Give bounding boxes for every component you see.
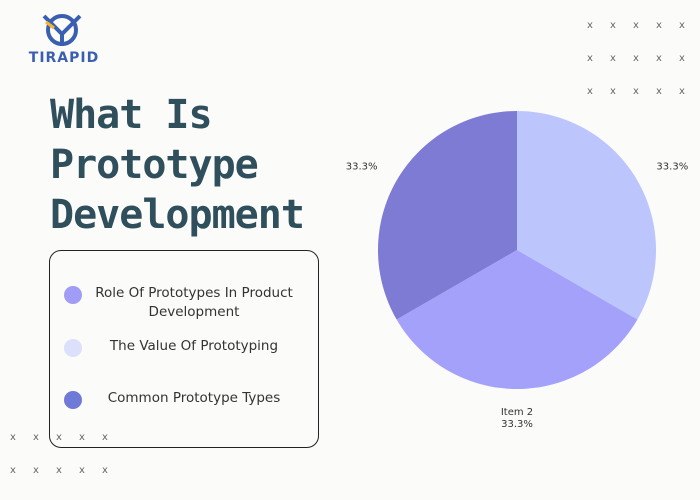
- legend-dot: [64, 286, 82, 304]
- title-line: Development: [50, 192, 305, 238]
- x-mark: x: [10, 432, 16, 443]
- pie-slice-name: Item 2: [501, 407, 533, 418]
- page-title: What Is Prototype Development: [50, 90, 305, 240]
- x-mark: x: [102, 465, 108, 476]
- x-mark: x: [679, 53, 685, 64]
- legend-label: The Value Of Prototyping: [109, 338, 279, 354]
- x-mark: x: [33, 465, 39, 476]
- legend-dot: [64, 339, 82, 357]
- x-mark: x: [679, 86, 685, 97]
- logo-mark-icon: [42, 14, 82, 46]
- title-line: What Is: [50, 92, 213, 138]
- x-mark: x: [56, 465, 62, 476]
- x-mark: x: [633, 53, 639, 64]
- x-mark: x: [56, 432, 62, 443]
- x-mark: x: [656, 53, 662, 64]
- legend-label: Common Prototype Types: [107, 390, 281, 406]
- pie-slice: [378, 111, 517, 320]
- x-mark: x: [679, 20, 685, 31]
- decorative-x-pattern: x x x x x x x x x x x x x x x: [587, 20, 700, 119]
- x-mark: x: [610, 20, 616, 31]
- x-mark: x: [656, 20, 662, 31]
- x-mark: x: [33, 432, 39, 443]
- x-mark: x: [633, 86, 639, 97]
- pie-slice-label: 33.3%: [501, 419, 533, 430]
- title-line: Prototype: [50, 142, 259, 188]
- x-mark: x: [587, 20, 593, 31]
- x-mark: x: [610, 53, 616, 64]
- pie-slice: [396, 250, 638, 389]
- x-mark: x: [633, 20, 639, 31]
- tirapid-logo: TIRAPID: [14, 12, 114, 72]
- legend-label: Role Of Prototypes In Product Developmen…: [95, 285, 293, 320]
- x-mark: x: [10, 465, 16, 476]
- legend-dot: [64, 391, 82, 409]
- x-mark: x: [587, 53, 593, 64]
- pie-slice-label: 33.3%: [346, 162, 378, 173]
- x-mark: x: [610, 86, 616, 97]
- x-mark: x: [79, 465, 85, 476]
- pie-slice: [517, 111, 656, 320]
- logo-text: TIRAPID: [28, 50, 100, 66]
- x-mark: x: [79, 432, 85, 443]
- pie-slice-label: 33.3%: [656, 162, 688, 173]
- x-mark: x: [587, 86, 593, 97]
- decorative-x-pattern: x x x x x x x x x x: [10, 432, 125, 498]
- x-mark: x: [102, 432, 108, 443]
- legend-box: Role Of Prototypes In Product Developmen…: [49, 250, 319, 448]
- x-mark: x: [656, 86, 662, 97]
